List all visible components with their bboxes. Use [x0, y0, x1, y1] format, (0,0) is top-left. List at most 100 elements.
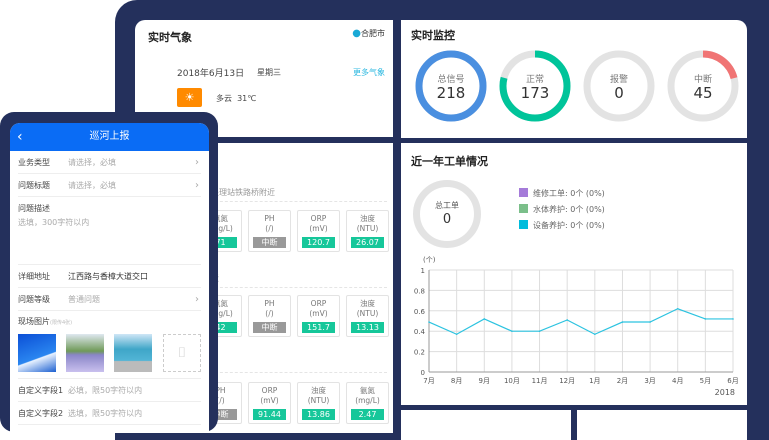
- photo-thumbnail[interactable]: [66, 334, 104, 372]
- sensor-box[interactable]: PH (/) 中断: [248, 295, 291, 337]
- sensor-unit: (mg/L): [355, 396, 380, 405]
- sensor-value: 中断: [253, 322, 286, 333]
- ring-graphic: [583, 50, 655, 122]
- temperature: 31℃: [237, 94, 257, 103]
- x-tick-label: 11月: [532, 377, 548, 385]
- field-label: 问题标题: [18, 181, 50, 190]
- sensor-box[interactable]: 浊度 (NTU) 13.86: [297, 382, 340, 424]
- sensor-name: 浊度: [360, 214, 375, 223]
- data-point: [483, 318, 486, 320]
- back-icon[interactable]: ‹: [17, 129, 23, 145]
- condition-text: 多云: [216, 94, 232, 103]
- sensor-value: 26.07: [351, 237, 384, 248]
- sensor-value: 71: [204, 237, 237, 248]
- monitor-title: 实时监控: [411, 29, 455, 42]
- ring-label: 中断: [693, 75, 712, 85]
- sensor-box[interactable]: PH (/) 中断: [248, 210, 291, 252]
- desc-label: 问题描述: [18, 204, 50, 213]
- chevron-right-icon: ›: [195, 157, 199, 168]
- y-tick-label: 0.4: [414, 328, 426, 336]
- field-address[interactable]: 详细地址 江西路与香樟大道交口: [18, 265, 201, 288]
- x-tick-label: 1月: [589, 377, 600, 385]
- station-name: 污水处理站铁路桥附近: [195, 188, 275, 197]
- sensor-unit: (/): [216, 396, 225, 405]
- work-order-card: 近一年工单情况 总工单 0 维修工单: 0个 (0%) 水体养护: 0个 (0%)…: [401, 143, 747, 405]
- ring-value: 173: [520, 84, 550, 102]
- sensor-box[interactable]: 浊度 (NTU) 26.07: [346, 210, 389, 252]
- sensor-value: 13.86: [302, 409, 335, 420]
- ring-label: 正常: [525, 75, 544, 85]
- y-tick-label: 1: [421, 267, 425, 275]
- y-unit-label: (个): [423, 256, 436, 264]
- field-placeholder: 普通问题: [68, 295, 100, 304]
- data-point: [566, 319, 568, 321]
- field-label: 自定义字段2: [18, 409, 64, 418]
- field-placeholder: 选填，限50字符以内: [68, 409, 143, 418]
- x-tick-label: 5月: [700, 377, 711, 385]
- x-tick-label: 6月: [727, 377, 738, 385]
- series-line: [428, 308, 733, 335]
- sensor-box[interactable]: 浊度 (NTU) 13.13: [346, 295, 389, 337]
- legend-item: 设备养护: 0个 (0%): [519, 220, 605, 231]
- sensor-name: 氨氮: [213, 214, 228, 223]
- weather-weekday: 星期三: [257, 68, 281, 77]
- weather-condition: 多云 31℃: [216, 93, 256, 104]
- data-point: [538, 330, 541, 332]
- signal-ring-2[interactable]: 报警 0: [583, 50, 655, 122]
- data-point: [511, 330, 513, 332]
- sensor-value: 中断: [204, 409, 237, 420]
- signal-ring-3[interactable]: 中断 45: [667, 50, 739, 122]
- signal-ring-1[interactable]: 正常 173: [499, 50, 571, 122]
- ring-graphic: [415, 50, 487, 122]
- photo-thumbnail[interactable]: [114, 334, 152, 372]
- sensor-box[interactable]: ORP (mV) 120.7: [297, 210, 340, 252]
- field-description[interactable]: 问题描述 选填，300字符以内: [18, 197, 201, 265]
- sensor-value: 151.7: [302, 322, 335, 333]
- monitor-card: 实时监控 总信号 218 正常 173 报警 0 中断 45: [401, 20, 747, 138]
- field-issue-title[interactable]: 问题标题 请选择，必填 ›: [18, 174, 201, 197]
- legend-item: 水体养护: 0个 (0%): [519, 204, 605, 215]
- field-custom-1[interactable]: 自定义字段1 必填，限50字符以内: [18, 379, 201, 402]
- divider: [195, 287, 387, 288]
- weather-date: 2018年6月13日: [177, 69, 245, 79]
- sensor-box[interactable]: 氨氮 (mg/L) 2.47: [346, 382, 389, 424]
- sensor-value: 中断: [253, 237, 286, 248]
- legend-label: 维修工单: 0个 (0%): [533, 189, 605, 198]
- ring-graphic: [667, 50, 739, 122]
- more-weather-link[interactable]: 更多气象: [353, 68, 385, 77]
- sensor-value: 120.7: [302, 237, 335, 248]
- sensor-name: PH: [215, 386, 226, 395]
- total-label: 总工单: [435, 201, 459, 210]
- ring-graphic: [499, 50, 571, 122]
- sensor-box[interactable]: ORP (mV) 91.44: [248, 382, 291, 424]
- add-photo-camera-icon[interactable]: ⌷: [163, 334, 201, 372]
- sensor-box[interactable]: ORP (mV) 151.7: [297, 295, 340, 337]
- x-tick-label: 3月: [644, 377, 655, 385]
- location-pin-icon: ●: [352, 28, 361, 39]
- city-selector[interactable]: ●合肥市: [352, 28, 385, 39]
- sensor-name: 氨氮: [360, 386, 375, 395]
- sensor-value: 13.13: [351, 322, 384, 333]
- sensor-value: 91.44: [253, 409, 286, 420]
- photo-thumbnail[interactable]: [18, 334, 56, 372]
- photos-label: 现场图片: [18, 317, 50, 326]
- field-level[interactable]: 问题等级 普通问题 ›: [18, 288, 201, 311]
- ring-value: 0: [614, 84, 624, 102]
- y-tick-label: 0.2: [414, 349, 425, 357]
- work-order-line-chart: 0 0.2 0.4 0.6 0.8 1 7月 8月 9月 10月 11月 12月 1月 2月 3月 4月 5月 6…: [414, 256, 739, 397]
- ring-value: 45: [693, 84, 713, 102]
- sensor-unit: (mg/L): [208, 224, 233, 233]
- field-placeholder: 请选择，必填: [68, 158, 116, 167]
- weather-title: 实时气象: [148, 31, 192, 44]
- signal-ring-0[interactable]: 总信号 218: [415, 50, 487, 122]
- field-custom-2[interactable]: 自定义字段2 选填，限50字符以内: [18, 402, 201, 425]
- sensor-name: ORP: [261, 386, 278, 395]
- x-tick-label: 4月: [672, 377, 683, 385]
- divider: [195, 372, 387, 373]
- data-point: [455, 333, 458, 336]
- tablet-frame: 实时气象 ●合肥市 2018年6月13日 星期三 更多气象 ☀ 多云 31℃ 实…: [115, 0, 769, 440]
- sensor-name: ORP: [310, 299, 327, 308]
- total-ring: 总工单 0: [413, 180, 481, 248]
- data-point: [594, 333, 596, 336]
- field-business-type[interactable]: 业务类型 请选择，必填 ›: [18, 151, 201, 174]
